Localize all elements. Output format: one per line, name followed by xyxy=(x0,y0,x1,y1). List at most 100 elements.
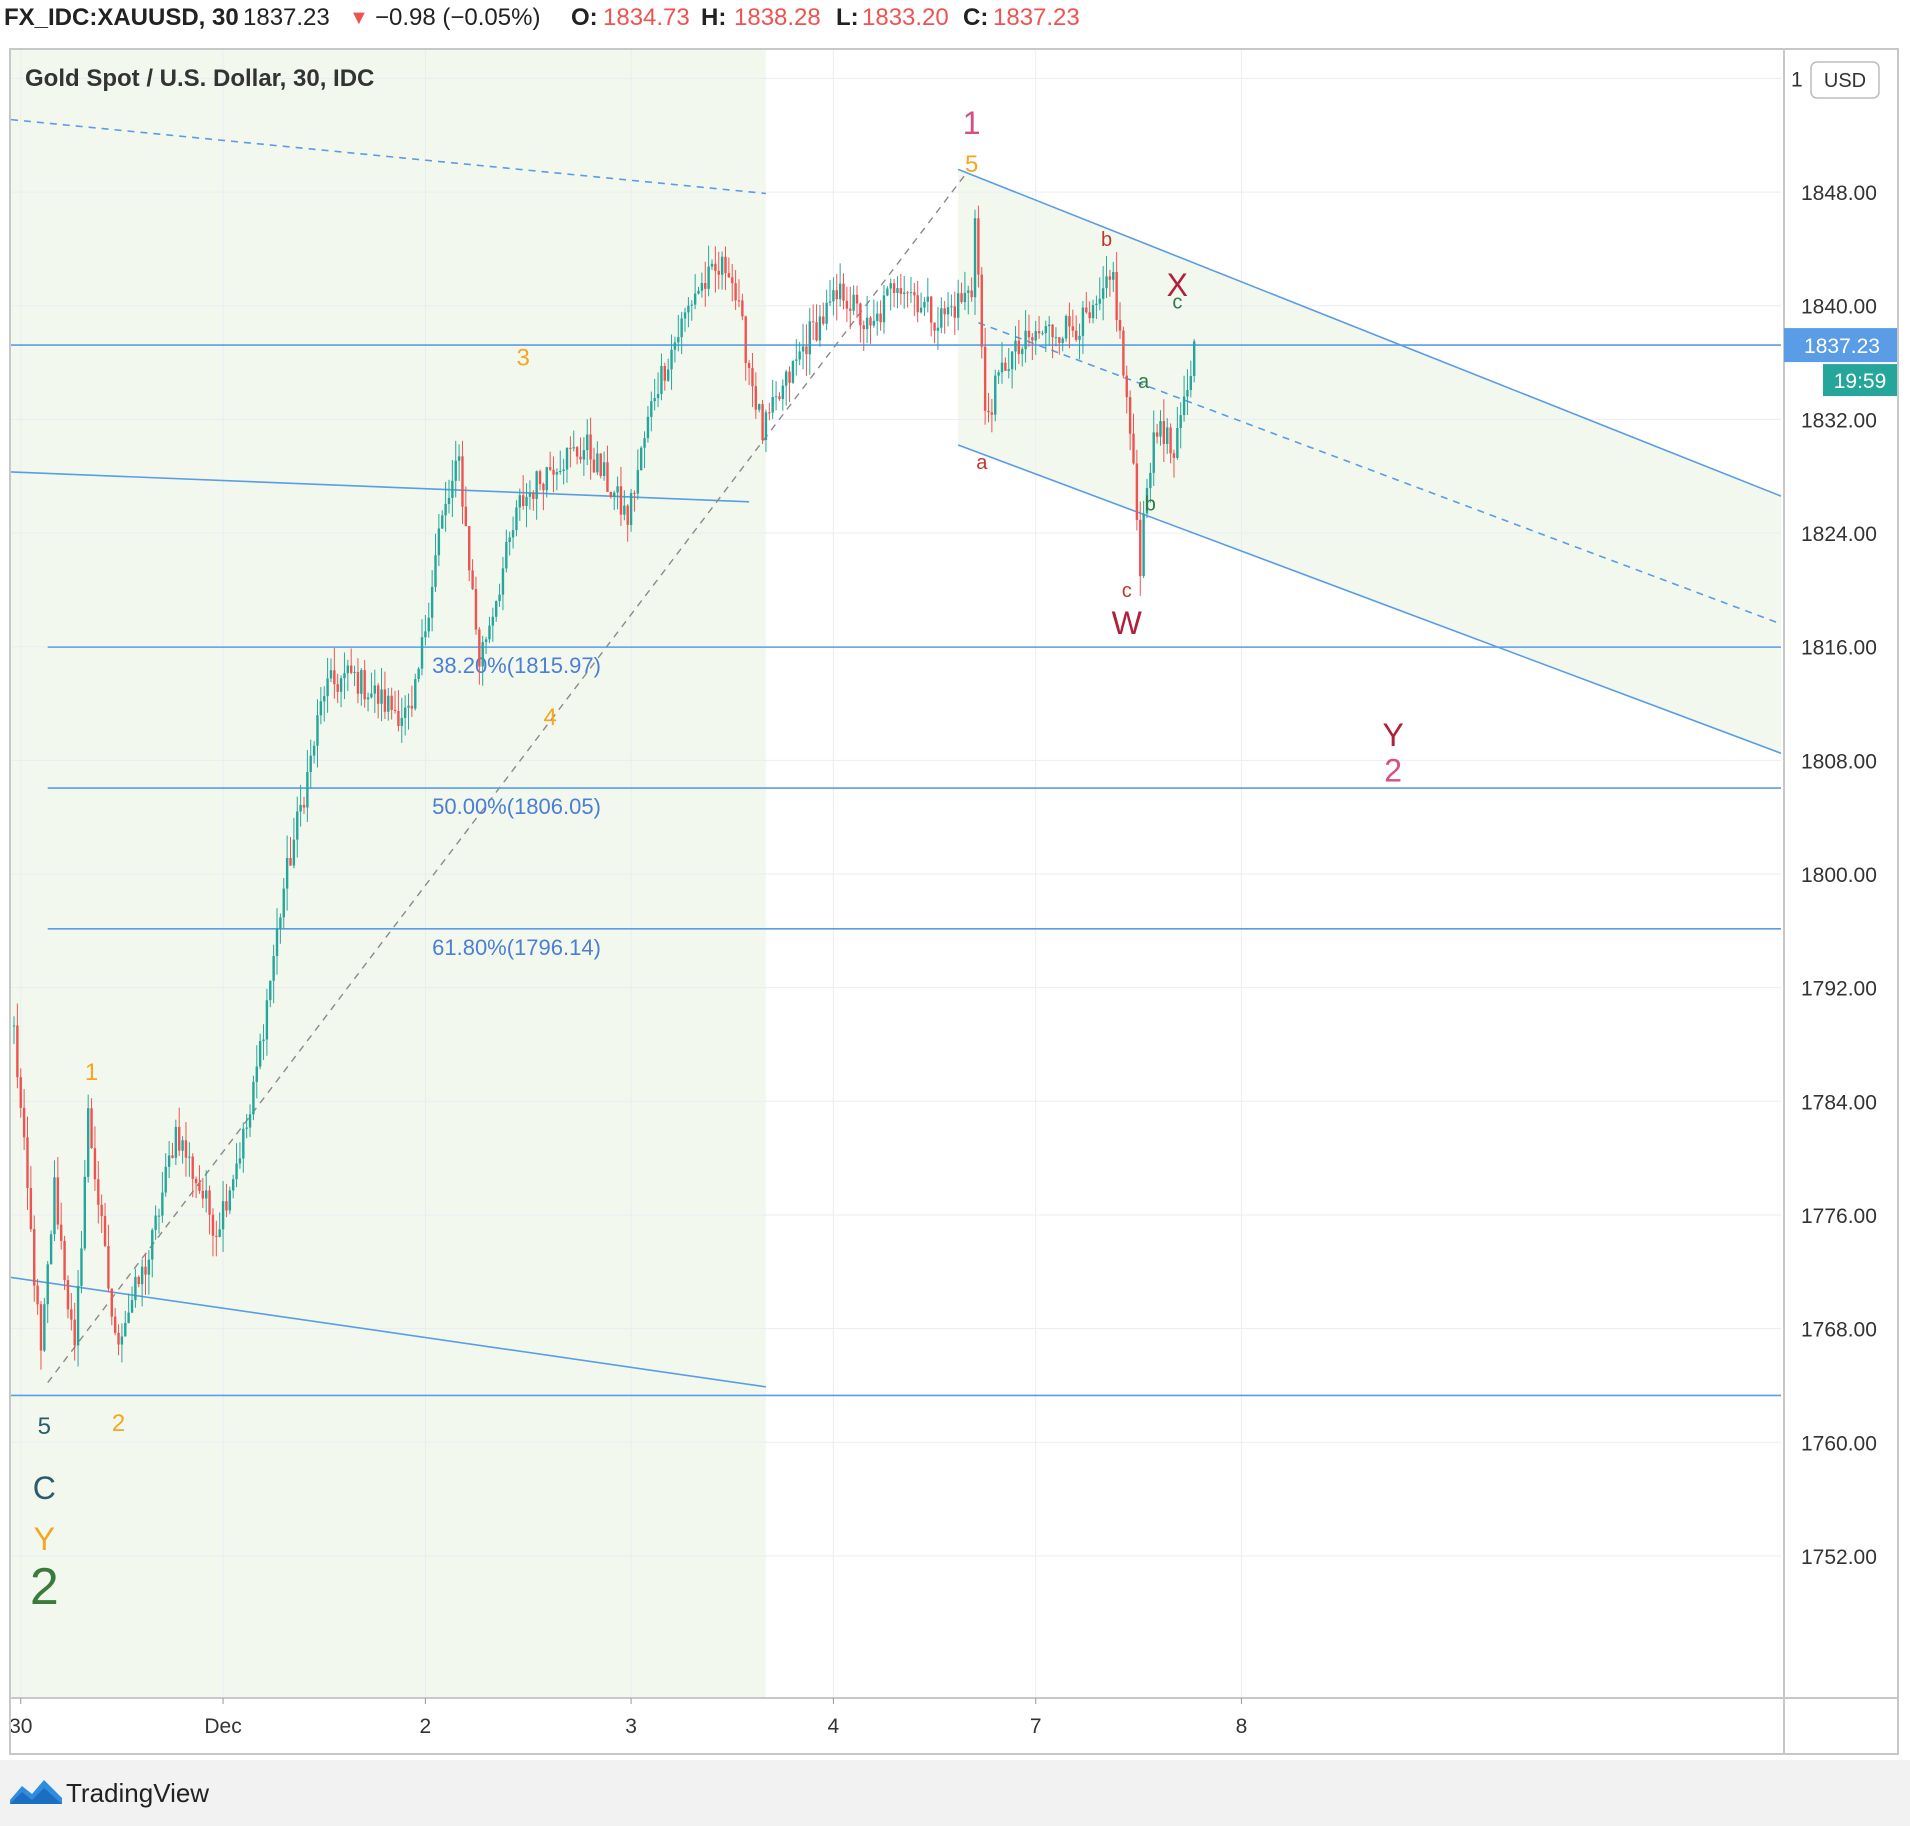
candle-body xyxy=(929,296,933,323)
candle-body xyxy=(589,434,592,460)
candle-body xyxy=(1101,288,1105,299)
candle-body xyxy=(356,671,360,694)
candle-body xyxy=(1176,428,1179,458)
candle-body xyxy=(124,1322,127,1337)
price-tick-label: 1808.00 xyxy=(1801,750,1877,773)
candle-body xyxy=(1004,362,1007,371)
candle-body xyxy=(1179,415,1182,429)
candle-body xyxy=(747,362,751,369)
wave-label: 4 xyxy=(543,704,556,731)
candle-body xyxy=(86,1108,90,1177)
candle-body xyxy=(569,447,572,449)
candle-body xyxy=(252,1081,255,1115)
candle-body xyxy=(505,542,508,569)
candle-body xyxy=(299,804,302,812)
candle-body xyxy=(818,316,822,341)
candle-body xyxy=(56,1177,60,1225)
candle-body xyxy=(1044,326,1048,334)
candle-body xyxy=(1105,276,1108,289)
candle-body xyxy=(956,293,960,318)
countdown-badge xyxy=(1823,364,1897,397)
candle-body xyxy=(481,642,484,667)
symbol-label[interactable]: FX_IDC:XAUUSD, 30 xyxy=(4,4,239,31)
candle-body xyxy=(140,1266,144,1285)
candle-body xyxy=(228,1190,232,1211)
channel-upper-line xyxy=(957,168,1782,497)
candle-body xyxy=(758,404,761,410)
candle-body xyxy=(1098,298,1101,304)
candle-body xyxy=(892,283,896,293)
wave-label: 5 xyxy=(965,151,978,178)
upper-dashed-trendline xyxy=(11,118,767,195)
candle-body xyxy=(643,438,646,448)
candle-body xyxy=(639,447,643,471)
candle-body xyxy=(606,462,609,492)
tradingview-brand[interactable]: TradingView xyxy=(66,1778,210,1808)
candle-body xyxy=(828,301,832,303)
wave-label: a xyxy=(1138,371,1150,393)
candle-body xyxy=(1142,513,1145,577)
candle-body xyxy=(586,434,589,451)
candle-body xyxy=(579,456,582,460)
chart-frame: 38.20%(1815.97) 50.00%(1806.05) 61.80%(179… xyxy=(9,48,1899,1755)
candle-body xyxy=(1162,421,1166,444)
candle-body xyxy=(650,401,653,417)
candle-body xyxy=(886,288,889,296)
candle-body xyxy=(53,1177,56,1235)
candle-body xyxy=(926,296,930,302)
candle-body xyxy=(795,359,798,361)
candle-body xyxy=(461,456,464,507)
candle-body xyxy=(1034,331,1037,341)
candle-body xyxy=(602,462,606,476)
candle-body xyxy=(70,1309,73,1320)
candle-body xyxy=(538,471,542,484)
candle-body xyxy=(596,453,599,473)
candle-body xyxy=(1014,340,1017,352)
candlestick-chart[interactable]: 38.20%(1815.97) 50.00%(1806.05) 61.80%(179… xyxy=(11,50,1897,1753)
currency-badge[interactable] xyxy=(1810,61,1880,99)
candle-body xyxy=(255,1066,258,1082)
candle-body xyxy=(542,483,545,491)
candle-body xyxy=(616,486,619,493)
tradingview-logo-icon[interactable] xyxy=(8,1774,64,1808)
candle-body xyxy=(33,1229,36,1286)
candle-body xyxy=(737,300,741,302)
candle-body xyxy=(704,283,707,289)
candle-body xyxy=(670,349,673,370)
candle-body xyxy=(1169,427,1172,454)
candle-body xyxy=(130,1300,134,1313)
candle-body xyxy=(771,396,774,413)
candle-body xyxy=(1088,312,1091,319)
candle-body xyxy=(73,1319,76,1346)
candle-body xyxy=(100,1204,103,1217)
candle-body xyxy=(521,495,525,506)
wave-label: Y xyxy=(34,1521,55,1557)
candle-body xyxy=(319,701,323,716)
last-price-badge-label: 1837.23 xyxy=(1804,335,1880,358)
wave-label: a xyxy=(976,452,988,474)
candle-body xyxy=(360,670,363,694)
candle-body xyxy=(1135,463,1139,520)
wave-label: c xyxy=(1122,580,1132,602)
candle-body xyxy=(346,665,350,674)
candle-body xyxy=(1078,335,1081,340)
candle-body xyxy=(845,300,849,309)
candle-body xyxy=(151,1229,154,1260)
channel-shaded-region xyxy=(958,169,1781,754)
candle-body xyxy=(488,625,491,640)
candle-body xyxy=(734,283,737,301)
candle-body xyxy=(805,346,808,355)
candle-body xyxy=(1017,340,1021,355)
candle-body xyxy=(83,1176,87,1249)
candle-body xyxy=(292,839,296,866)
candle-body xyxy=(1122,330,1125,376)
time-tick-label: 7 xyxy=(1030,1715,1042,1738)
candle-body xyxy=(205,1190,208,1199)
candle-body xyxy=(225,1201,228,1211)
candle-body xyxy=(1027,330,1031,338)
candle-body xyxy=(572,447,575,449)
candle-body xyxy=(788,371,791,383)
candle-body xyxy=(309,755,312,772)
candle-body xyxy=(22,1107,26,1138)
candle-body xyxy=(720,256,724,275)
